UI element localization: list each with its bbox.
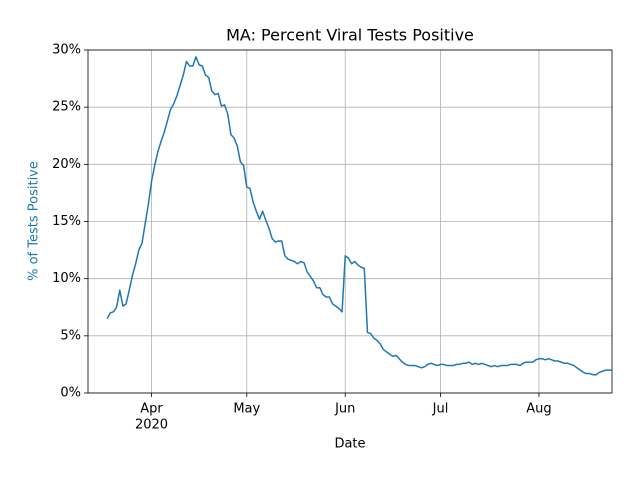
x-tick-year: 2020 <box>135 418 168 433</box>
x-tick-label: Jun <box>334 402 355 417</box>
plot-frame <box>87 49 613 394</box>
chart-title: MA: Percent Viral Tests Positive <box>226 26 474 45</box>
y-axis-label: % of Tests Positive <box>27 161 42 281</box>
y-tick-label: 25% <box>52 100 81 115</box>
y-tick-label: 30% <box>52 43 81 58</box>
y-tick-label: 20% <box>52 157 81 172</box>
y-tick-label: 5% <box>60 328 81 343</box>
y-tick-label: 15% <box>52 214 81 229</box>
x-axis-label: Date <box>334 437 365 452</box>
y-tick-label: 10% <box>52 271 81 286</box>
x-tick-label: Aug <box>526 402 551 417</box>
x-tick-label: Apr <box>140 402 163 417</box>
x-tick-label: Jul <box>432 402 449 417</box>
y-tick-label: 0% <box>60 386 81 401</box>
data-line <box>106 56 612 376</box>
x-tick-label: May <box>233 402 260 417</box>
